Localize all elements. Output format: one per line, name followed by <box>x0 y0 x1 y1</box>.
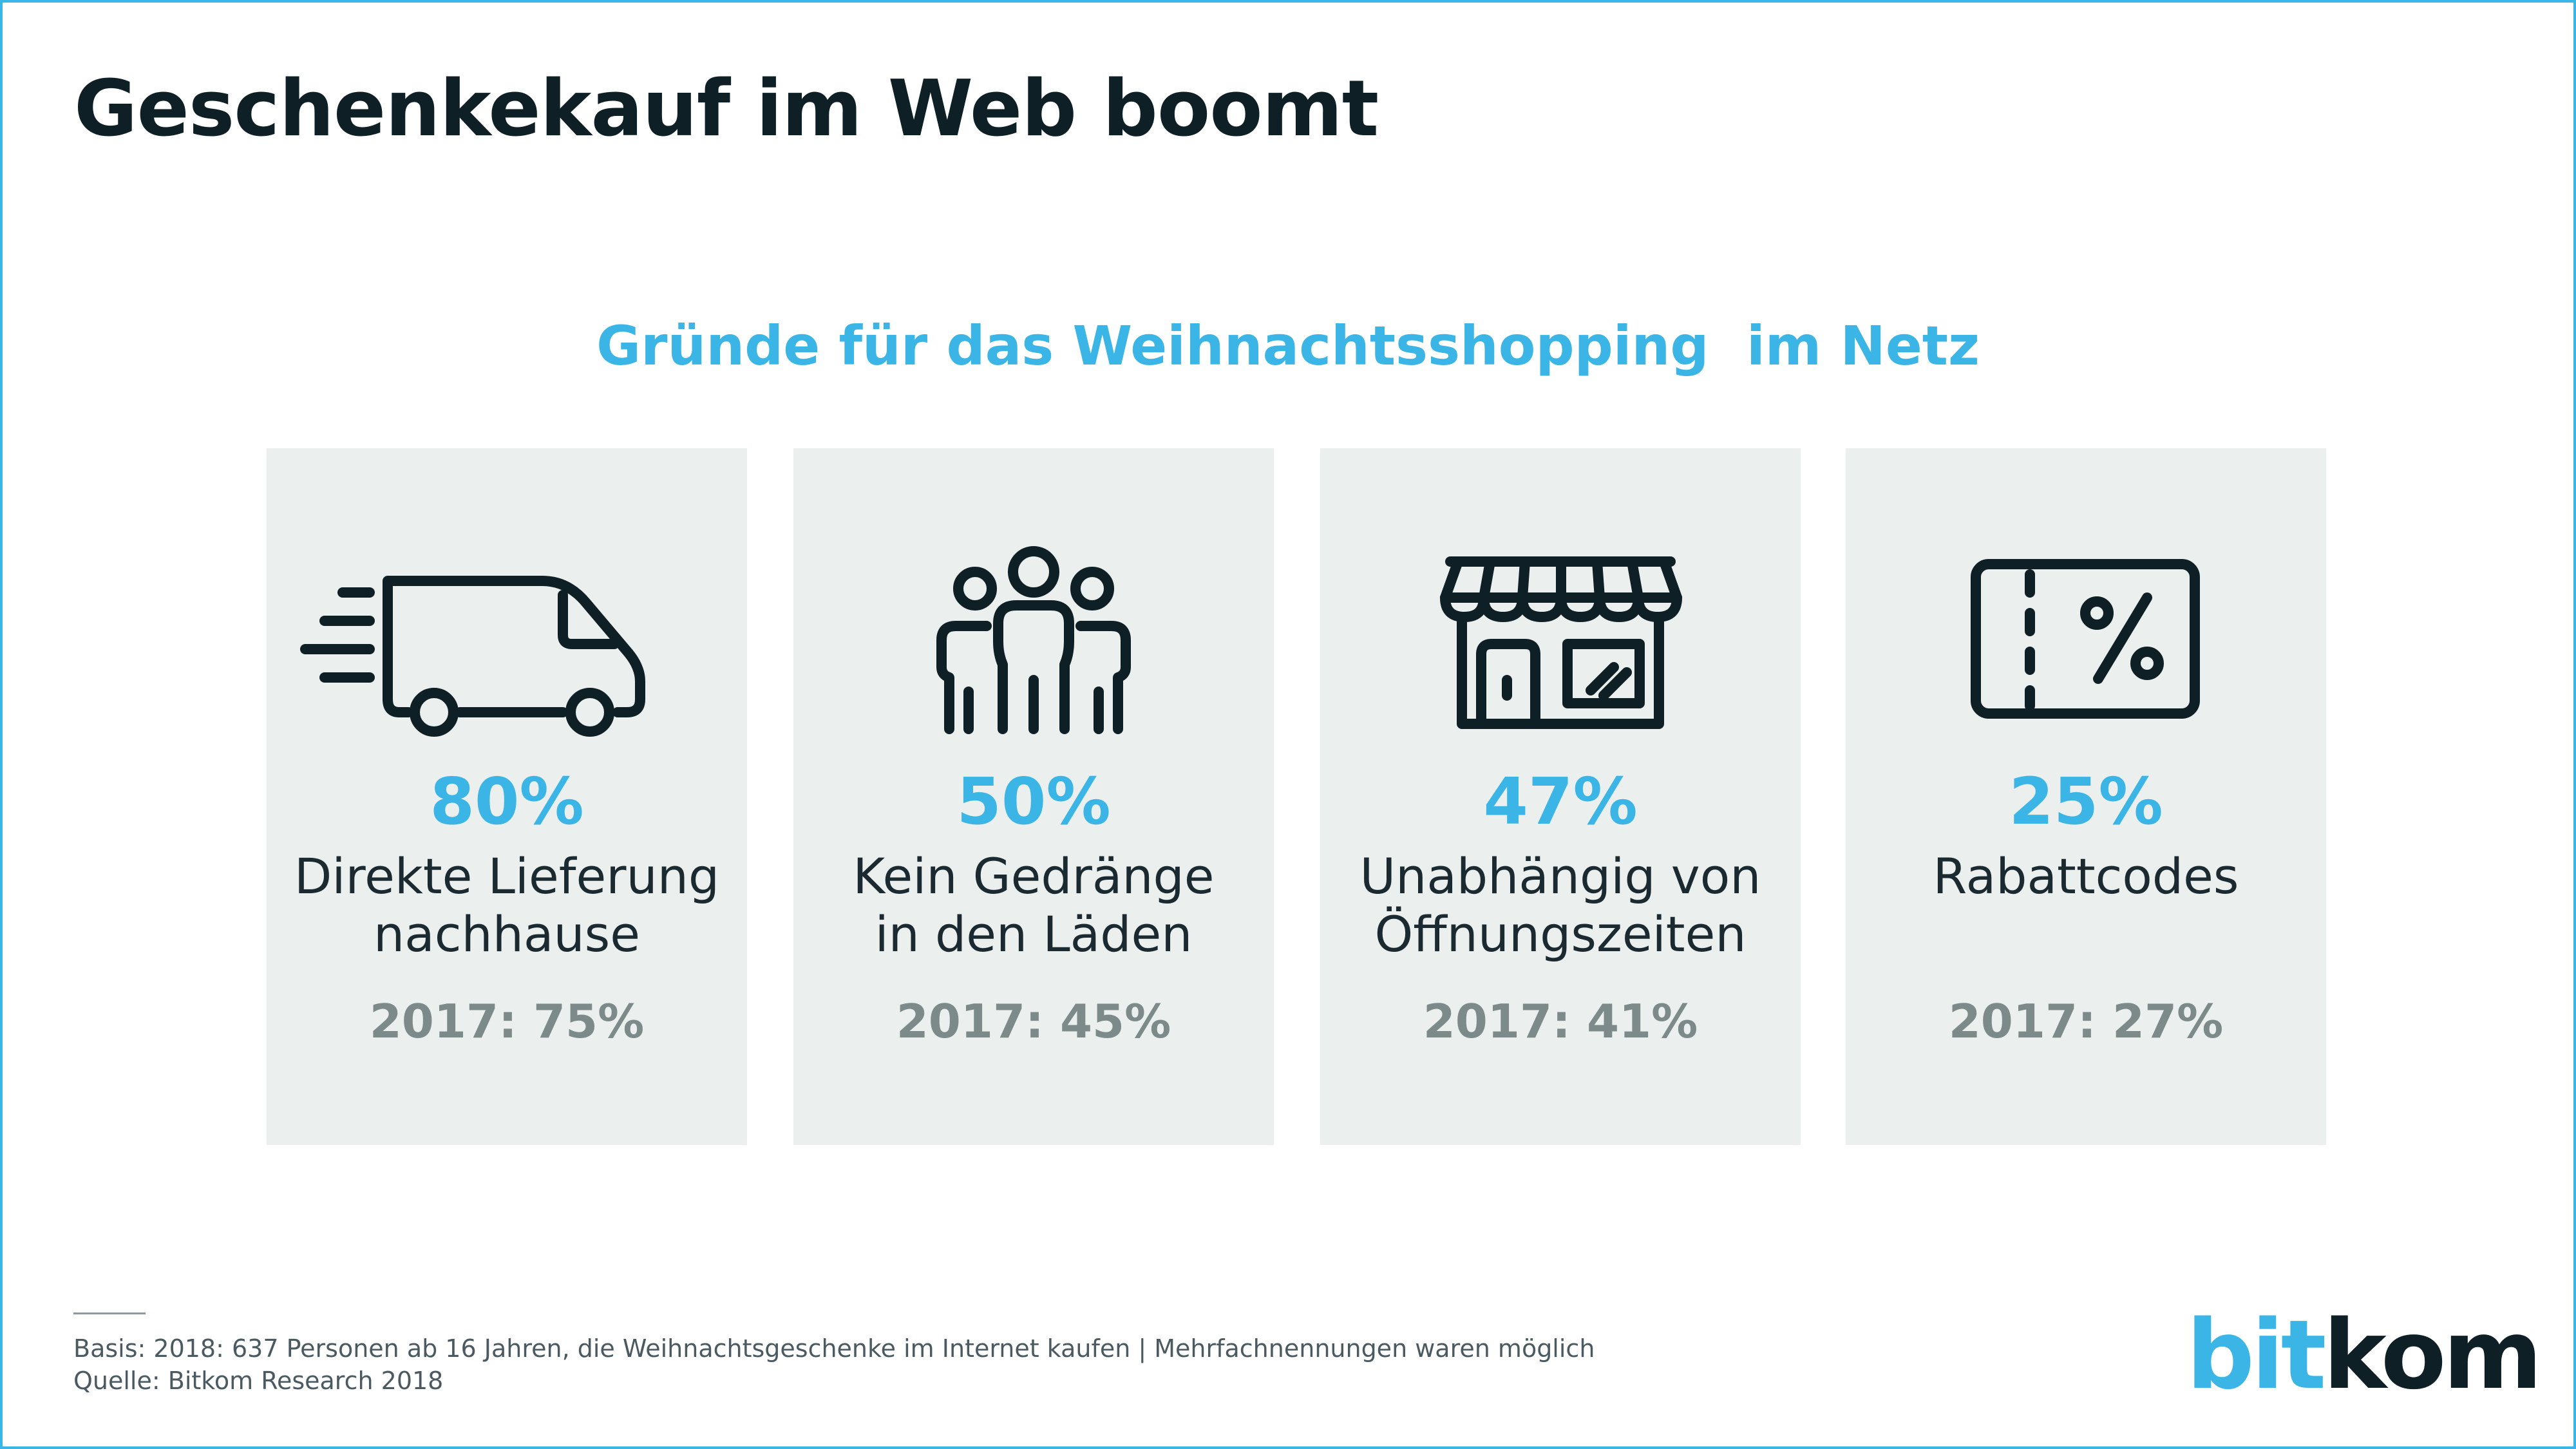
logo-part-bit: bit <box>2186 1300 2326 1410</box>
chart-title: Gründe für das Weihnachtsshopping im Net… <box>596 314 1980 377</box>
stat-card-coupons: 25% Rabattcodes 2017: 27% <box>1846 448 2326 1145</box>
stat-card-crowd: 50% Kein Gedränge in den Läden 2017: 45% <box>793 448 1274 1145</box>
stat-previous-year: 2017: 27% <box>1948 994 2224 1048</box>
footnote-source: Quelle: Bitkom Research 2018 <box>73 1367 444 1395</box>
coupon-percent-icon <box>1971 559 2200 719</box>
stat-label-line2: Öffnungszeiten <box>1374 905 1747 963</box>
stat-previous-year: 2017: 41% <box>1423 994 1698 1048</box>
storefront-icon <box>1440 556 1682 729</box>
stat-percent: 50% <box>956 764 1111 839</box>
stat-percent: 25% <box>2009 764 2163 839</box>
stat-previous-year: 2017: 75% <box>369 994 645 1048</box>
stat-label: Direkte Lieferung nachhause <box>267 848 747 963</box>
logo-part-kom: kom <box>2323 1300 2542 1410</box>
stat-label-line2: nachhause <box>374 905 640 963</box>
delivery-van-icon <box>300 576 645 737</box>
crowd-people-icon <box>936 546 1131 734</box>
stat-label: Kein Gedränge in den Läden <box>793 848 1274 963</box>
bitkom-logo: bitkom <box>2186 1307 2543 1403</box>
stat-label-line1: Direkte Lieferung <box>294 848 720 905</box>
stat-previous-year: 2017: 45% <box>896 994 1171 1048</box>
stat-label-line1: Rabattcodes <box>1933 848 2239 905</box>
stat-percent: 47% <box>1483 764 1638 839</box>
stat-label: Rabattcodes <box>1846 848 2326 905</box>
stat-card-opening-hours: 47% Unabhängig von Öffnungszeiten 2017: … <box>1320 448 1801 1145</box>
stat-card-delivery: 80% Direkte Lieferung nachhause 2017: 75… <box>267 448 747 1145</box>
footnote-divider <box>73 1312 146 1314</box>
stat-label-line1: Kein Gedränge <box>853 848 1215 905</box>
stat-label: Unabhängig von Öffnungszeiten <box>1320 848 1801 963</box>
stat-percent: 80% <box>430 764 584 839</box>
footnote-basis: Basis: 2018: 637 Personen ab 16 Jahren, … <box>73 1334 1595 1363</box>
stat-label-line2: in den Läden <box>875 905 1193 963</box>
stat-label-line1: Unabhängig von <box>1359 848 1761 905</box>
page-title: Geschenkekauf im Web boomt <box>74 64 1379 154</box>
